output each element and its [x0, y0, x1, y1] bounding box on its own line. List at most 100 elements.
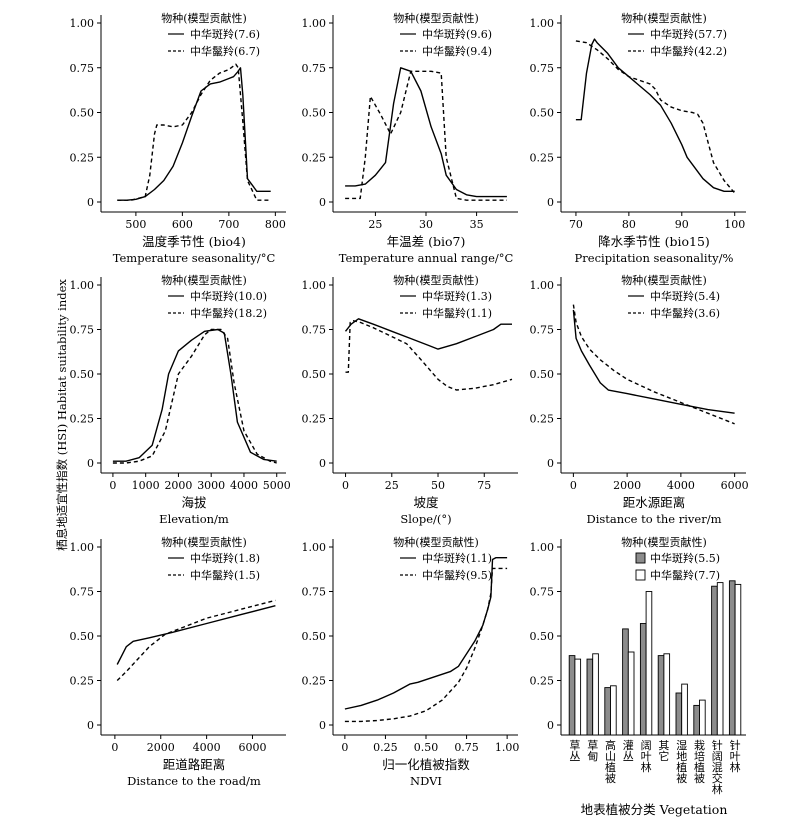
- x-axis-title-cn: 海拔: [181, 495, 207, 510]
- bar-serow: [663, 653, 671, 736]
- bar-goral: [568, 655, 576, 736]
- series-line-serow: [117, 63, 271, 201]
- y-tick-label: 0.25: [302, 413, 327, 426]
- x-tick-label: 500: [125, 218, 146, 231]
- y-tick-label: 0.25: [70, 151, 95, 164]
- y-tick-label: 1.00: [302, 541, 327, 554]
- legend-title: 物种(模型贡献性): [621, 535, 707, 549]
- legend-label: 中华斑羚(5.4): [650, 289, 720, 303]
- series-line-goral: [345, 67, 507, 198]
- x-axis-title-en: NDVI: [410, 774, 442, 788]
- x-tick-label: 2000: [164, 479, 192, 492]
- legend-label: 中华鬣羚(6.7): [190, 44, 260, 58]
- legend-label: 中华斑羚(1.8): [190, 551, 260, 565]
- x-tick-label: 6000: [721, 479, 749, 492]
- x-tick-label: 75: [477, 479, 491, 492]
- x-axis-title-en: Temperature seasonality/°C: [113, 251, 276, 265]
- series-line-serow: [575, 40, 736, 194]
- legend-label: 中华斑羚(57.7): [650, 27, 727, 41]
- legend-swatch: [635, 569, 646, 581]
- series-line-goral: [112, 328, 277, 462]
- bar-serow: [574, 658, 582, 736]
- bar-goral: [675, 692, 683, 736]
- legend-title: 物种(模型贡献性): [393, 11, 479, 25]
- x-tick-label: 25: [385, 479, 399, 492]
- x-axis-title-cn: 坡度: [413, 495, 439, 510]
- y-tick-label: 1.00: [530, 541, 555, 554]
- x-tick-label: 25: [368, 218, 382, 231]
- legend-label: 中华鬣羚(7.7): [650, 568, 720, 582]
- series-line-goral: [116, 605, 276, 665]
- x-tick-label: 80: [622, 218, 636, 231]
- legend-label: 中华鬣羚(1.5): [190, 568, 260, 582]
- y-tick-label: 0.50: [70, 630, 95, 643]
- x-axis-title-en: Distance to the river/m: [586, 512, 721, 526]
- panel-4: 0 0.25 0.50 0.75 1.00 0 1000 2000 3000 4000 5000 物种…: [70, 273, 291, 526]
- x-tick-label: 0.50: [414, 741, 439, 754]
- y-tick-label: 0: [319, 719, 326, 732]
- series-line-goral: [344, 557, 508, 710]
- y-tick-label: 0.50: [530, 368, 555, 381]
- bar-serow: [610, 685, 617, 736]
- bar-goral: [728, 580, 736, 736]
- legend-label: 中华斑羚(10.0): [190, 289, 267, 303]
- x-axis-title-cn: 地表植被分类: [581, 802, 657, 817]
- category-label: 栽培植被: [694, 739, 705, 785]
- series-line-serow: [572, 304, 735, 425]
- bar-serow: [681, 683, 688, 736]
- bar-goral: [657, 655, 665, 736]
- series-line-serow: [112, 328, 277, 464]
- bar-serow: [592, 653, 599, 736]
- legend-label: 中华鬣羚(3.6): [650, 306, 720, 320]
- y-tick-label: 1.00: [70, 279, 95, 292]
- legend-label: 中华鬣羚(18.2): [190, 306, 267, 320]
- bar-goral: [586, 658, 594, 736]
- series-line-goral: [572, 309, 735, 414]
- legend-label: 中华鬣羚(9.4): [422, 44, 492, 58]
- y-tick-label: 1.00: [302, 279, 327, 292]
- x-tick-label: 90: [675, 218, 689, 231]
- y-tick-label: 0: [87, 196, 94, 209]
- x-tick-label: 100: [724, 218, 745, 231]
- legend-label: 中华鬣羚(42.2): [650, 44, 727, 58]
- x-tick-label: 0: [342, 479, 349, 492]
- x-axis-title-en: Distance to the road/m: [127, 774, 261, 788]
- x-tick-label: 2000: [147, 741, 175, 754]
- series-line-goral: [344, 318, 512, 350]
- y-tick-label: 0.50: [70, 368, 95, 381]
- legend-title: 物种(模型贡献性): [161, 11, 247, 25]
- y-tick-label: 0.50: [302, 368, 327, 381]
- x-tick-label: 30: [419, 218, 433, 231]
- bar-serow: [734, 583, 742, 736]
- x-axis-title-en: Elevation/m: [159, 512, 229, 526]
- y-tick-label: 0.75: [530, 62, 555, 75]
- bar-serow: [627, 651, 635, 736]
- y-tick-label: 1.00: [530, 17, 555, 30]
- category-label: 湿地植被: [676, 739, 687, 785]
- panel-3: 0 0.25 0.50 0.75 1.00 70 80 90 100 物种(模型贡献性) 中华斑羚(…: [530, 11, 746, 265]
- y-tick-label: 0.25: [530, 413, 555, 426]
- series-line-serow: [116, 599, 276, 682]
- y-tick-label: 0.75: [302, 62, 327, 75]
- y-tick-label: 0.75: [70, 324, 95, 337]
- x-axis-title-cn: 归一化植被指数: [382, 757, 470, 772]
- panel-5: 0 0.25 0.50 0.75 1.00 0 25 50 75 物种(模型贡献性) 中华斑羚(1.…: [302, 273, 518, 526]
- x-axis-title-cn: 温度季节性 (bio4): [142, 234, 246, 249]
- panel-6: 0 0.25 0.50 0.75 1.00 0 2000 4000 6000 物种(模型贡献性) 中…: [530, 273, 749, 526]
- y-tick-label: 0.25: [302, 151, 327, 164]
- x-axis-title-cn: 距水源距离: [623, 495, 686, 510]
- y-tick-label: 1.00: [302, 17, 327, 30]
- x-axis-title-cn: 降水季节性 (bio15): [598, 234, 710, 249]
- panel-2: 0 0.25 0.50 0.75 1.00 25 30 35 物种(模型贡献性) 中华斑羚(9.6…: [302, 11, 518, 265]
- y-tick-label: 0.75: [70, 62, 95, 75]
- legend-swatch: [635, 552, 646, 564]
- x-tick-label: 1.00: [495, 741, 520, 754]
- y-tick-label: 0.50: [530, 630, 555, 643]
- y-tick-label: 0: [547, 457, 554, 470]
- x-tick-label: 70: [569, 218, 583, 231]
- y-tick-label: 0.25: [302, 675, 327, 688]
- legend-title: 物种(模型贡献性): [393, 535, 479, 549]
- bar-goral: [622, 628, 629, 736]
- figure-ylabel: 栖息地适宜性指数 (HSI) Habitat suitability index: [55, 279, 69, 551]
